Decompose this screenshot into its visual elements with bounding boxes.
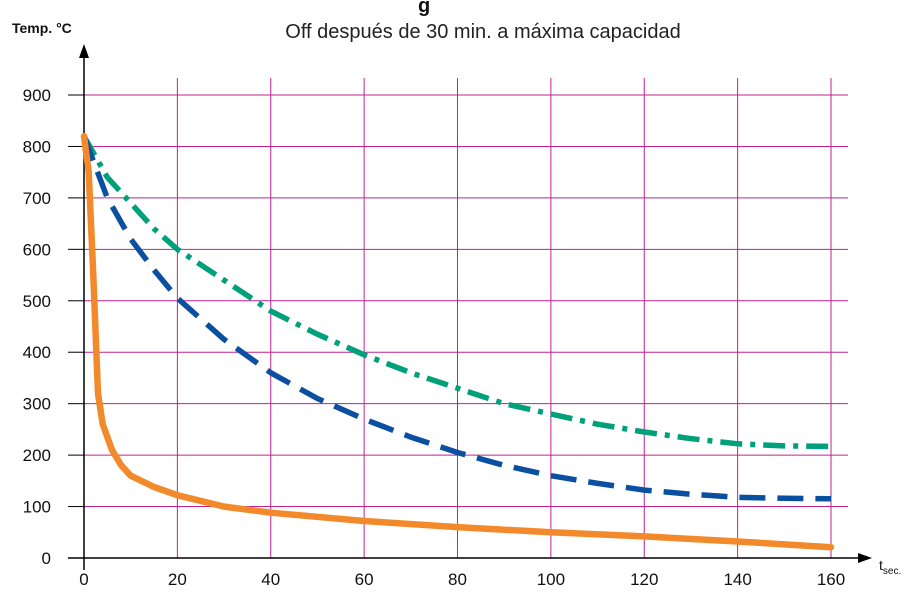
series-line-dashed (81, 135, 832, 502)
y-tick-label: 700 (23, 189, 51, 208)
x-axis-label-main: t (879, 557, 883, 573)
x-tick-label: 140 (723, 570, 751, 589)
chart-subtitle: Off después de 30 min. a máxima capacida… (285, 21, 680, 43)
x-tick-label: 160 (817, 570, 845, 589)
y-tick-label: 200 (23, 446, 51, 465)
series-line-dash-dot (81, 134, 832, 450)
y-tick-label: 800 (23, 137, 51, 156)
x-axis-arrow (858, 553, 872, 563)
tick-labels: 0 100 200 300 400 500 600 700 800 900 0 20 40 60 80 100… (23, 86, 846, 589)
y-tick-label: 100 (23, 498, 51, 517)
chart-title-fragment: g (418, 0, 430, 17)
y-axis-arrow (79, 44, 89, 58)
y-tick-label: 300 (23, 395, 51, 414)
y-tick-label: 0 (42, 549, 51, 568)
grid (84, 78, 848, 558)
x-axis-label-sub: sec. (883, 566, 901, 577)
y-tick-label: 400 (23, 343, 51, 362)
x-tick-label: 40 (261, 570, 280, 589)
x-axis-label: tsec. (879, 557, 901, 577)
x-tick-label: 0 (79, 570, 88, 589)
series-lines (80, 132, 835, 551)
x-tick-label: 100 (537, 570, 565, 589)
y-tick-label: 500 (23, 292, 51, 311)
x-tick-label: 80 (448, 570, 467, 589)
x-tick-label: 60 (355, 570, 374, 589)
series-line-solid (80, 132, 835, 551)
x-tick-label: 20 (168, 570, 187, 589)
y-axis-label: Temp. °C (12, 20, 72, 36)
x-tick-label: 120 (630, 570, 658, 589)
y-tick-label: 900 (23, 86, 51, 105)
y-tick-label: 600 (23, 240, 51, 259)
